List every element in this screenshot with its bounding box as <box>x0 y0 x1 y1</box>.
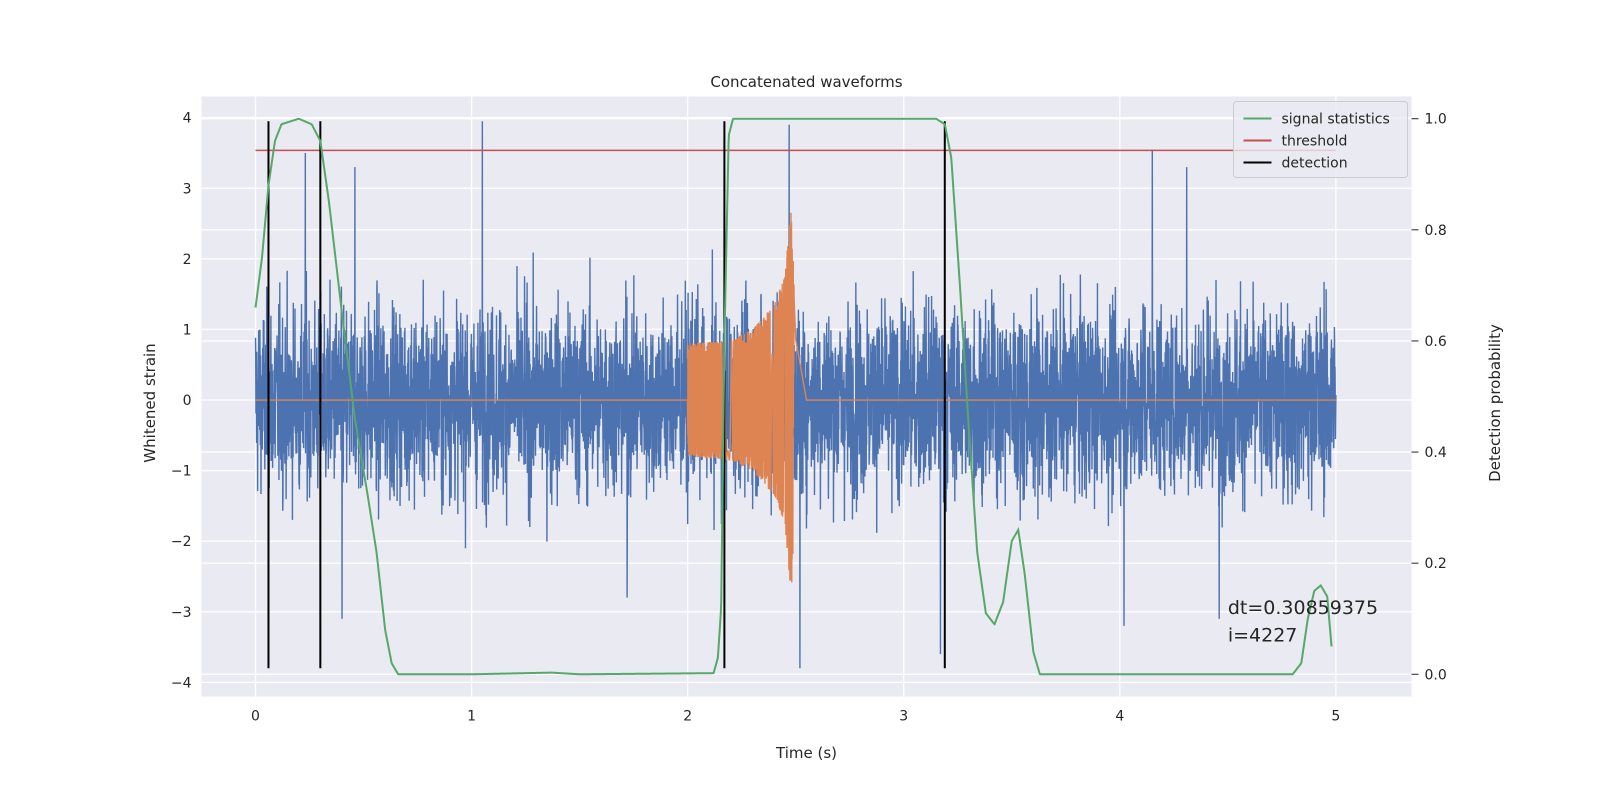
legend-box <box>1233 101 1408 178</box>
y-axis-label: Whitened strain <box>141 343 159 462</box>
y-right-tick-label: 0.2 <box>1425 556 1447 572</box>
legend-label: detection <box>1282 156 1348 172</box>
noise-series-line <box>254 121 1337 669</box>
y-right-tick-label: 0.8 <box>1425 223 1447 239</box>
x-tick-label: 4 <box>1115 709 1124 725</box>
plot-series <box>254 117 1337 676</box>
legend: signal statistics threshold detection <box>1233 101 1408 178</box>
y-right-axis-label: Detection probability <box>1486 324 1504 482</box>
x-tick-label: 3 <box>899 709 908 725</box>
y-right-tick-label: 1.0 <box>1425 112 1447 128</box>
y-tick-label: 4 <box>183 111 192 127</box>
signal-statistics-line <box>254 117 1333 676</box>
annotations: dt=0.30859375 i=4227 <box>1228 597 1378 647</box>
y-tick-label: 1 <box>183 322 192 338</box>
y-tick-label: −1 <box>171 464 192 480</box>
legend-label: signal statistics <box>1282 112 1390 128</box>
y-tick-label: −3 <box>171 605 192 621</box>
axes: 0 1 2 3 4 5 4 3 2 1 0 −1 −2 −3 −4 1.0 0.8 0.6 0.4 0.2 0.0 <box>171 111 1447 725</box>
y-tick-label: −4 <box>171 675 192 691</box>
y-right-tick-label: 0.0 <box>1425 667 1447 683</box>
y-right-tick-label: 0.6 <box>1425 334 1447 350</box>
annotation-text: dt=0.30859375 <box>1228 597 1378 619</box>
y-tick-label: −2 <box>171 534 192 550</box>
y-tick-label: 0 <box>183 393 192 409</box>
x-tick-label: 1 <box>467 709 476 725</box>
injected-signal-line <box>255 212 1336 583</box>
x-tick-label: 2 <box>683 709 692 725</box>
x-tick-label: 5 <box>1331 709 1340 725</box>
x-tick-label: 0 <box>251 709 260 725</box>
y-right-tick-label: 0.4 <box>1425 445 1447 461</box>
y-tick-label: 2 <box>183 252 192 268</box>
legend-label: threshold <box>1282 134 1348 150</box>
chart-title: Concatenated waveforms <box>710 73 902 91</box>
annotation-text: i=4227 <box>1228 624 1298 646</box>
x-axis-label: Time (s) <box>775 744 837 762</box>
y-tick-label: 3 <box>183 181 192 197</box>
